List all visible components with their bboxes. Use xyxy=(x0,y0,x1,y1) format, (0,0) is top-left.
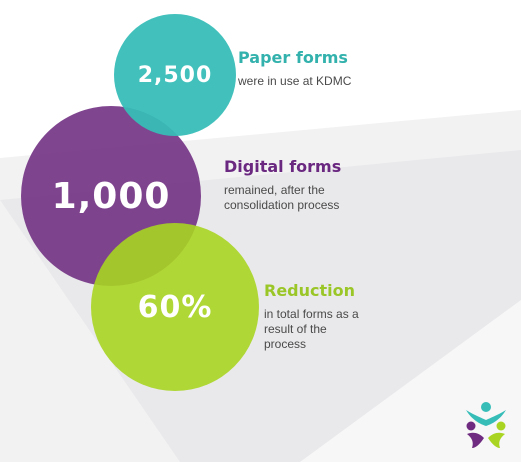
reduction-value: 60% xyxy=(137,289,213,325)
paper-forms-title: Paper forms xyxy=(238,48,348,67)
reduction-title: Reduction xyxy=(264,281,356,300)
paper-forms-circle: 2,500 xyxy=(114,14,236,136)
digital-forms-value: 1,000 xyxy=(51,175,171,217)
reduction-description-line: result of the xyxy=(264,322,327,336)
paper-forms-value: 2,500 xyxy=(137,62,213,88)
digital-forms-description-line: remained, after the xyxy=(224,183,325,197)
reduction-circle: 60% xyxy=(91,223,259,391)
reduction-description-line: process xyxy=(264,337,307,351)
figures-logo-icon xyxy=(466,402,506,448)
paper-forms-label: Paper forms were in use at KDMC xyxy=(238,48,458,89)
reduction-description-line: in total forms as a xyxy=(264,307,359,321)
digital-forms-description-line: consolidation process xyxy=(224,198,340,212)
digital-forms-label: Digital forms remained, after the consol… xyxy=(224,157,444,213)
digital-forms-title: Digital forms xyxy=(224,157,342,176)
paper-forms-description: were in use at KDMC xyxy=(238,74,352,88)
reduction-label: Reduction in total forms as a result of … xyxy=(264,281,404,352)
